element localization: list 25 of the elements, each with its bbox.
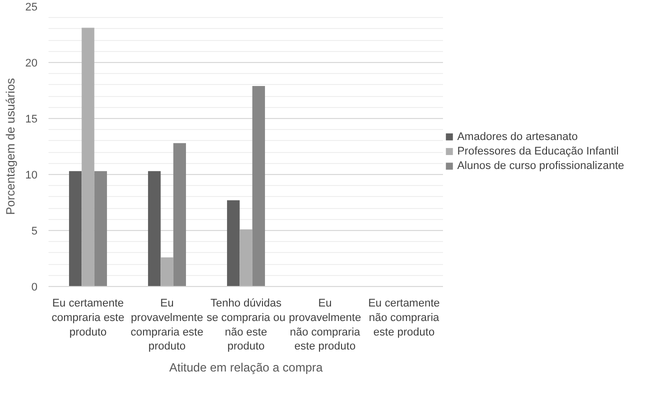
x-tick-label: Eu certamente não compraria este produto	[368, 298, 440, 338]
x-axis-title: Atitude em relação a compra	[169, 360, 324, 375]
y-axis-title: Porcentagem de usuários	[3, 78, 18, 215]
bar	[173, 143, 186, 286]
bar	[94, 171, 107, 286]
bar	[240, 229, 252, 286]
x-tick-label: Eu provavelmente não compraria este produto	[288, 298, 362, 353]
y-tick-label: 10	[25, 170, 38, 182]
bar	[160, 257, 174, 286]
bar	[82, 28, 94, 286]
y-tick-label: 0	[31, 282, 38, 294]
y-tick-label: 20	[25, 58, 38, 70]
bar	[227, 200, 240, 286]
legend-label: Amadores do artesanato	[457, 130, 578, 143]
x-tick-label: Eu provavelmente compraria este produto	[130, 298, 204, 353]
bar	[69, 171, 82, 286]
legend-label: Professores da Educação Infantil	[457, 146, 619, 158]
legend-label: Alunos de curso profissionalizante	[457, 160, 624, 172]
x-tick-label: Tenho dúvidas se compraria ou não este produto	[206, 298, 286, 353]
x-tick-label: Eu certamente compraria este produto	[52, 298, 124, 338]
bar	[252, 86, 265, 286]
y-tick-label: 25	[25, 2, 38, 14]
y-tick-label: 15	[25, 114, 38, 126]
bar	[148, 171, 161, 286]
y-tick-label: 5	[31, 226, 38, 238]
